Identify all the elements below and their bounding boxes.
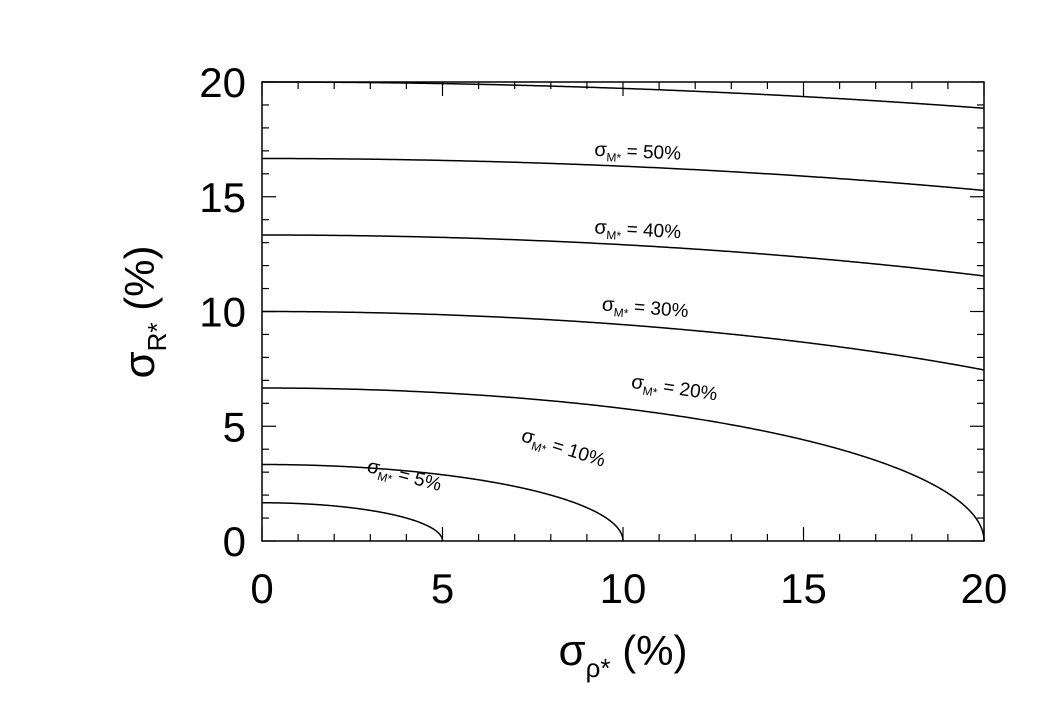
curve-sigma-m-5 bbox=[262, 502, 444, 541]
curve-sigma-m-10 bbox=[262, 463, 624, 541]
x-tick-label: 15 bbox=[780, 565, 827, 612]
x-tick-label: 10 bbox=[600, 565, 647, 612]
x-axis-subscript: ρ* bbox=[586, 653, 611, 683]
curve-sigma-m-60 bbox=[262, 81, 985, 109]
curve-label-sigma-m-50: σM* = 50% bbox=[594, 139, 682, 168]
y-tick-label: 0 bbox=[223, 518, 246, 565]
curves bbox=[262, 81, 985, 541]
y-axis-unit: (%) bbox=[116, 245, 163, 322]
x-axis-symbol: σ bbox=[558, 626, 585, 675]
curve-sigma-m-40 bbox=[262, 234, 985, 277]
y-tick-label: 15 bbox=[199, 174, 246, 221]
y-tick-label: 10 bbox=[199, 289, 246, 336]
x-tick-label: 0 bbox=[250, 565, 273, 612]
x-tick-labels: 0 5 10 15 20 bbox=[250, 565, 1007, 612]
curve-sigma-m-30 bbox=[262, 310, 985, 371]
curve-label-sigma-m-20: σM* = 20% bbox=[629, 371, 719, 408]
curve-sigma-m-20 bbox=[262, 387, 985, 541]
y-axis-subscript: R* bbox=[142, 322, 172, 351]
x-tick-label: 20 bbox=[961, 565, 1008, 612]
y-axis-symbol: σ bbox=[115, 351, 164, 378]
curve-label-sigma-m-5: σM* = 5% bbox=[364, 455, 444, 499]
curve-label-sigma-m-10: σM* = 10% bbox=[518, 425, 608, 475]
x-axis-label: σρ* (%) bbox=[558, 626, 687, 683]
x-tick-label: 5 bbox=[431, 565, 454, 612]
curve-sigma-m-50 bbox=[262, 157, 985, 192]
curve-label-sigma-m-40: σM* = 40% bbox=[594, 216, 682, 246]
x-axis-unit: (%) bbox=[611, 627, 688, 674]
y-tick-labels: 0 5 10 15 20 bbox=[199, 59, 246, 565]
y-tick-label: 20 bbox=[199, 59, 246, 106]
y-axis-label: σR* (%) bbox=[115, 245, 172, 378]
curve-label-sigma-m-30: σM* = 30% bbox=[601, 293, 690, 325]
y-tick-label: 5 bbox=[223, 403, 246, 450]
